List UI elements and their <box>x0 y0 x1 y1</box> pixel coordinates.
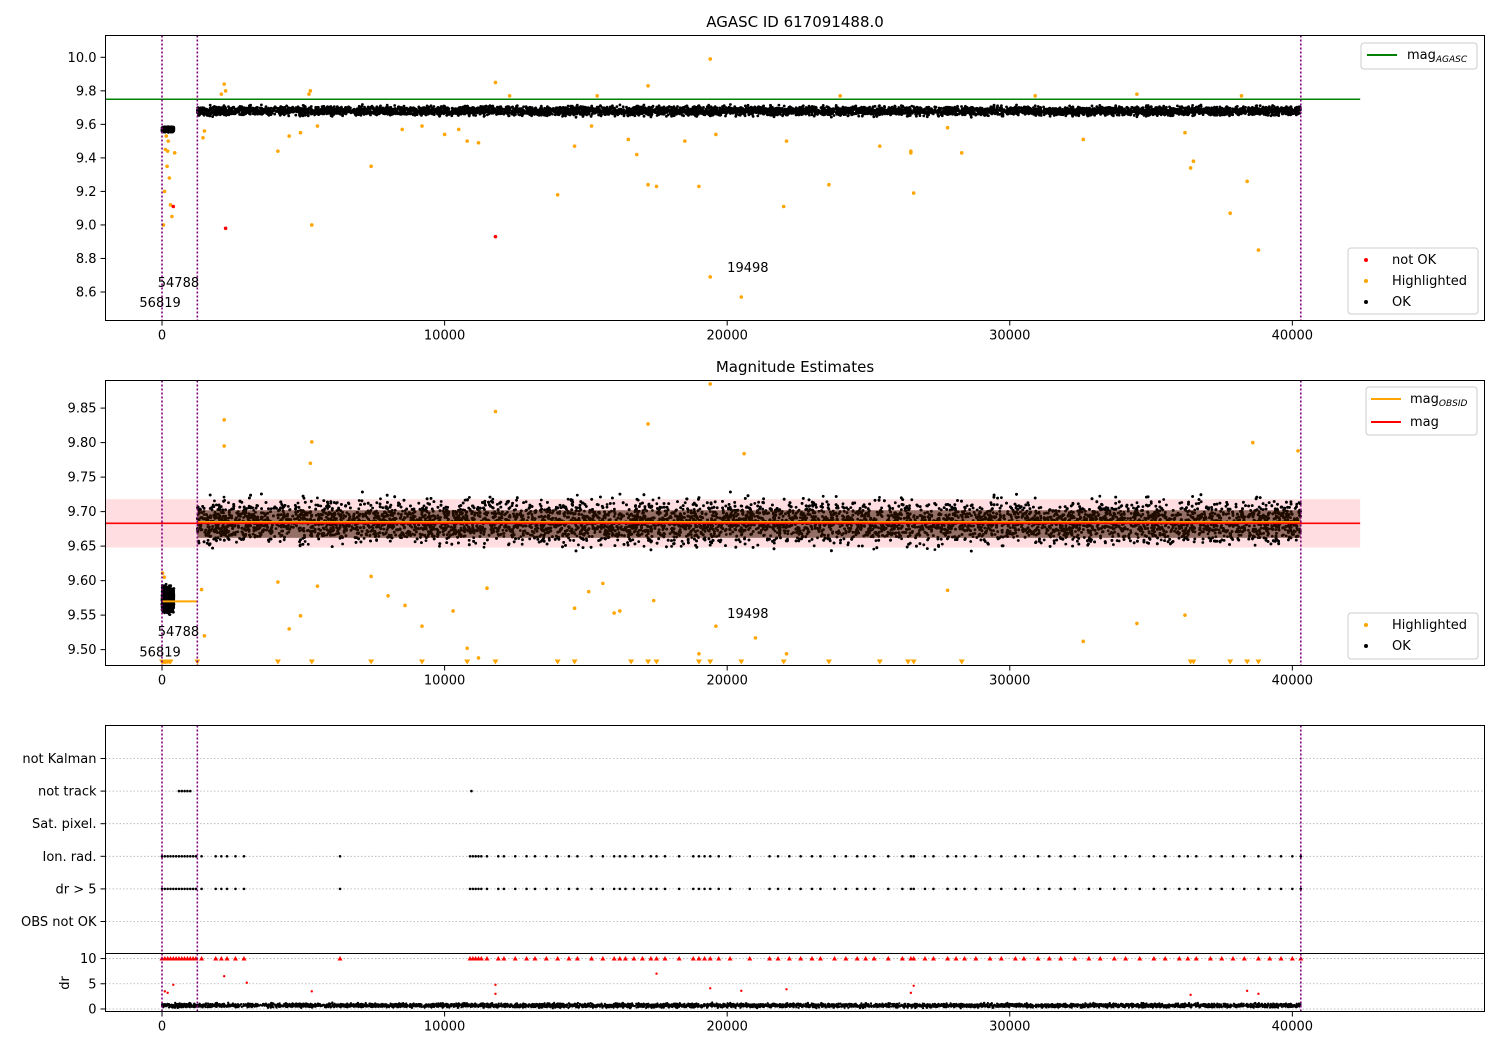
ok-point <box>488 104 492 107</box>
ok-point <box>1063 106 1067 109</box>
ok-point <box>782 104 786 108</box>
ok-point <box>287 114 291 118</box>
ok-point <box>801 104 805 108</box>
ok-point <box>883 105 886 108</box>
ok-point <box>589 115 593 118</box>
ok-point <box>747 113 751 117</box>
ok-point <box>1114 104 1118 107</box>
ok-point <box>810 113 814 117</box>
ok-point <box>270 110 274 114</box>
ok-point <box>713 105 717 108</box>
ok-point <box>599 104 602 107</box>
ok-point <box>872 115 876 119</box>
ok-point <box>1015 103 1018 107</box>
ok-point <box>1090 104 1094 108</box>
ok-point <box>615 105 619 108</box>
panel-agasc-title: AGASC ID 617091488.0 <box>706 13 884 31</box>
ok-point <box>969 106 973 109</box>
ok-point <box>1261 105 1265 109</box>
ok-point <box>832 114 836 117</box>
ok-point <box>388 113 392 117</box>
ok-point <box>655 114 659 117</box>
ok-point <box>590 104 594 108</box>
ok-point <box>167 127 171 131</box>
ok-point <box>473 108 477 111</box>
ok-point <box>996 112 999 116</box>
ok-point <box>1244 106 1247 109</box>
ok-point <box>1272 105 1276 108</box>
ok-point <box>934 105 938 109</box>
ok-point <box>676 105 679 108</box>
ok-point <box>164 129 168 133</box>
ok-point <box>746 103 750 107</box>
ok-point <box>751 115 755 118</box>
ok-point <box>575 103 579 107</box>
ok-point <box>260 103 263 107</box>
ok-point <box>432 105 436 108</box>
ok-point <box>1048 114 1052 118</box>
ok-point <box>294 113 298 117</box>
ok-point <box>330 114 334 118</box>
ok-point <box>611 104 614 108</box>
ok-point <box>823 113 827 116</box>
ok-point <box>1169 114 1172 118</box>
ok-point <box>482 112 486 115</box>
ok-point <box>587 112 591 116</box>
ok-point <box>1042 105 1045 109</box>
ok-point <box>264 105 268 109</box>
ok-point <box>361 103 364 106</box>
ok-point <box>996 104 999 108</box>
ok-point <box>256 106 259 109</box>
ok-point <box>756 114 760 118</box>
ok-point <box>882 110 886 114</box>
ok-point <box>566 104 570 108</box>
ok-point <box>1187 105 1190 109</box>
ok-point <box>873 104 877 108</box>
ok-point <box>1039 114 1043 117</box>
ok-point <box>1075 112 1079 116</box>
ok-point <box>868 105 871 109</box>
ok-point <box>842 113 846 116</box>
ok-point <box>1218 105 1222 109</box>
ok-point <box>393 104 397 107</box>
ok-point <box>1168 105 1171 109</box>
ok-point <box>429 104 433 108</box>
ok-point <box>306 114 310 118</box>
ok-point <box>522 105 525 109</box>
ok-point <box>633 114 637 118</box>
ok-point <box>1125 105 1129 109</box>
ok-point <box>466 104 469 108</box>
ok-point <box>1176 104 1179 108</box>
ok-point <box>665 114 668 118</box>
ok-point <box>378 106 382 110</box>
ok-point <box>729 103 732 106</box>
ok-point <box>724 114 727 118</box>
ok-point <box>777 103 781 107</box>
ok-point <box>169 127 173 131</box>
ok-point <box>1258 104 1262 108</box>
ok-point <box>273 112 277 116</box>
ok-point <box>910 104 914 108</box>
ok-point <box>1176 107 1180 111</box>
ok-point <box>558 105 562 109</box>
ok-point <box>507 114 510 118</box>
ok-point <box>1222 107 1225 111</box>
ok-point <box>385 103 389 107</box>
ok-point <box>208 103 212 107</box>
ok-point <box>828 113 832 117</box>
